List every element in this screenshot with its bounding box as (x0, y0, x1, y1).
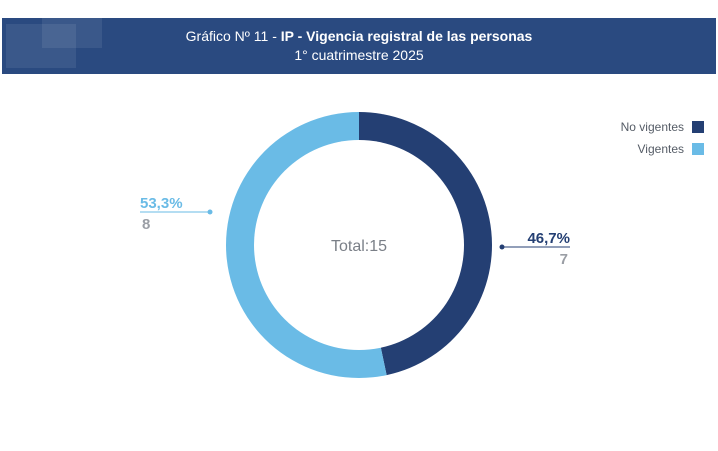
legend-item-no-vigentes: No vigentes (621, 116, 704, 138)
donut-hole (254, 140, 464, 350)
donut-center-label: Total:15 (331, 238, 387, 255)
leader-dot-vigentes (207, 209, 213, 215)
header-decoration (42, 18, 102, 48)
legend-label: No vigentes (620, 120, 684, 134)
chart-title: Gráfico Nº 11 - IP - Vigencia registral … (2, 27, 716, 45)
value-label-vigentes: 8 (142, 216, 150, 233)
legend-swatch (692, 121, 704, 133)
value-label-no-vigentes: 7 (560, 251, 568, 268)
legend-item-vigentes: Vigentes (621, 138, 704, 160)
chart-header: Gráfico Nº 11 - IP - Vigencia registral … (2, 18, 716, 74)
chart-title-prefix: Gráfico Nº 11 - (185, 28, 281, 44)
legend-label: Vigentes (637, 142, 684, 156)
percent-label-vigentes: 53,3% (140, 195, 183, 212)
chart-title-main: IP - Vigencia registral de las personas (280, 28, 533, 44)
chart-legend: No vigentes Vigentes (621, 116, 704, 160)
leader-dot-no-vigentes (499, 244, 505, 250)
legend-swatch (692, 143, 704, 155)
header-decoration (6, 24, 76, 68)
chart-subtitle: 1° cuatrimestre 2025 (294, 47, 424, 63)
percent-label-no-vigentes: 46,7% (527, 230, 570, 247)
